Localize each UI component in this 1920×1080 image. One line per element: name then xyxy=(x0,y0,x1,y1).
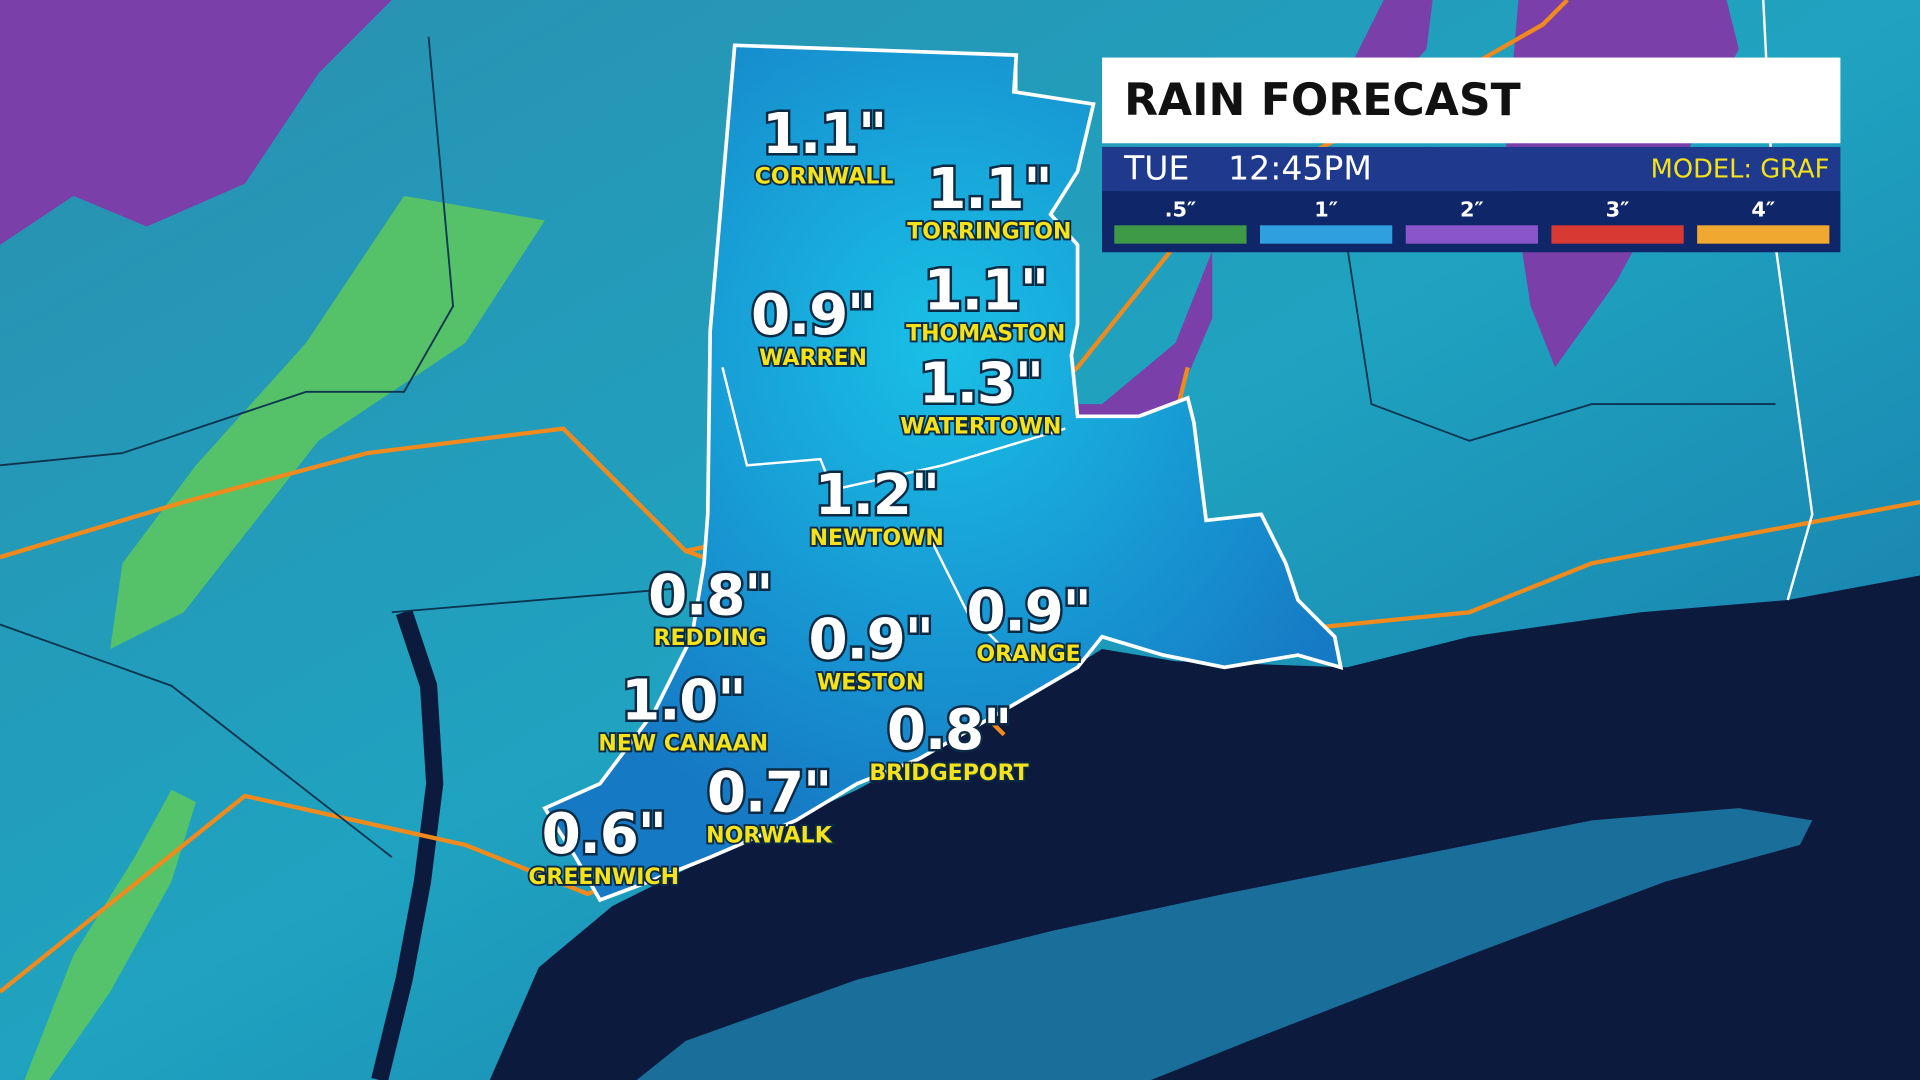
rain-amount: 0.9" xyxy=(751,283,875,348)
rain-amount: 0.9" xyxy=(966,579,1090,644)
legend-label: .5″ xyxy=(1165,198,1197,222)
rain-amount: 1.0" xyxy=(621,669,745,734)
town-name: CORNWALL xyxy=(755,165,894,190)
day: TUE xyxy=(1123,149,1189,188)
rain-amount: 0.8" xyxy=(648,563,772,628)
rain-amount: 1.1" xyxy=(927,157,1051,222)
legend-swatch xyxy=(1114,225,1247,244)
town-name: WARREN xyxy=(759,346,867,371)
rain-amount: 0.8" xyxy=(887,698,1011,763)
boundaries xyxy=(0,36,1776,858)
time-bar xyxy=(1102,146,1841,192)
rain-area xyxy=(0,0,392,245)
state-outline xyxy=(542,43,1344,903)
rain-amount: 0.7" xyxy=(707,761,831,826)
town-labels: 1.1"CORNWALL 1.1"TORRINGTON0.9"WARREN1.1"… xyxy=(526,99,1094,891)
time: 12:45PM xyxy=(1228,149,1372,188)
town-name: WATERTOWN xyxy=(900,414,1061,439)
town-name: WESTON xyxy=(817,670,924,695)
town-name: NORWALK xyxy=(706,823,833,848)
rain-area xyxy=(110,195,545,649)
town-name: NEW CANAAN xyxy=(598,731,768,756)
town-name: TORRINGTON xyxy=(907,220,1071,245)
legend: .5″ 1″ 2″ 3″ 4″ xyxy=(1114,198,1830,244)
rain-amount: 1.3" xyxy=(919,352,1043,417)
legend-label: 2″ xyxy=(1460,198,1484,222)
town-name: NEWTOWN xyxy=(810,526,944,551)
legend-label: 3″ xyxy=(1606,198,1630,222)
rain-amount: 0.6" xyxy=(542,802,666,867)
town-name: BRIDGEPORT xyxy=(869,761,1028,786)
title: RAIN FORECAST xyxy=(1124,75,1521,126)
rain-amount: 0.9" xyxy=(809,607,933,672)
water xyxy=(489,575,1920,1080)
rain-amount: 1.1" xyxy=(924,259,1048,324)
legend-swatch xyxy=(1405,225,1538,244)
land xyxy=(636,808,1813,1080)
town-name: ORANGE xyxy=(976,642,1080,667)
legend-swatch xyxy=(1551,225,1684,244)
town-name: REDDING xyxy=(654,626,767,651)
town-name: GREENWICH xyxy=(528,865,679,890)
rain-amount: 1.2" xyxy=(815,463,939,528)
legend-label: 4″ xyxy=(1751,198,1775,222)
county-line xyxy=(929,55,1018,663)
county-line xyxy=(721,367,1066,492)
river xyxy=(371,609,444,1080)
town-name: THOMASTON xyxy=(906,321,1065,346)
legend-swatch xyxy=(1697,225,1830,244)
title-box xyxy=(1102,57,1841,144)
rain-amount: 1.1" xyxy=(762,102,886,167)
rain-area xyxy=(24,789,196,1080)
legend-label: 1″ xyxy=(1314,198,1338,222)
legend-swatch xyxy=(1260,225,1393,244)
model: MODEL: GRAF xyxy=(1651,155,1830,185)
